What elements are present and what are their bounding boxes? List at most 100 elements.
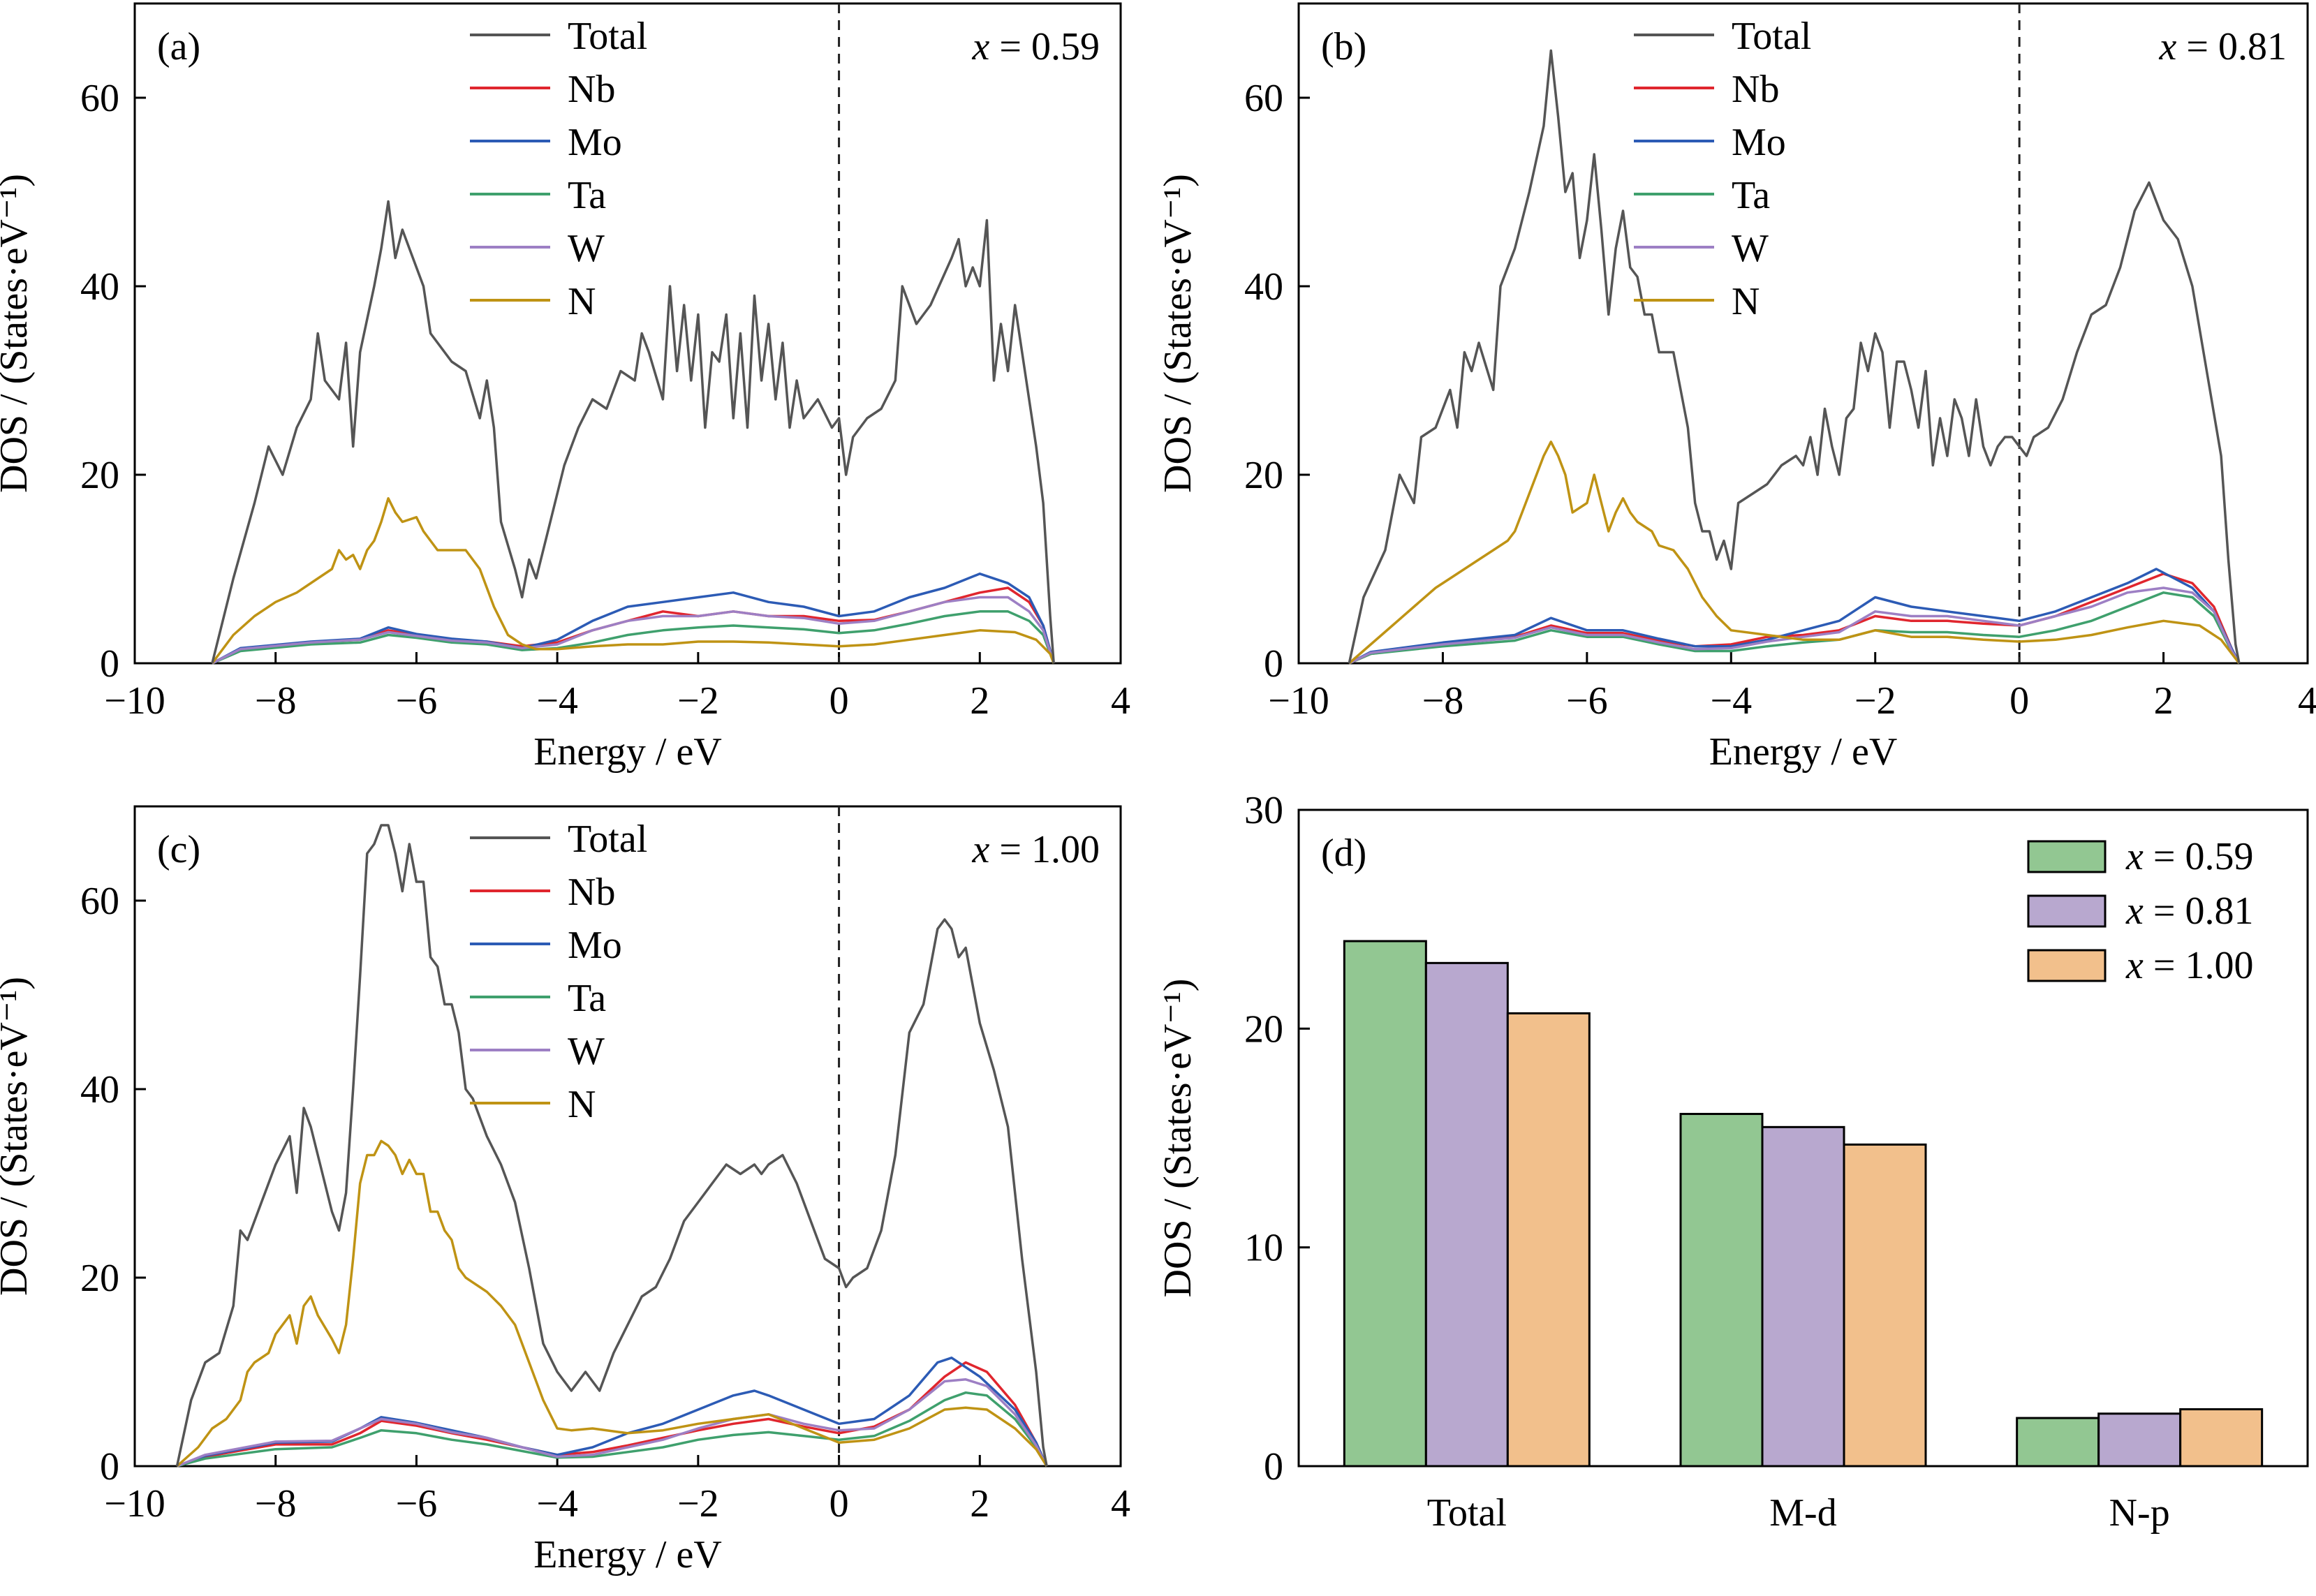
legend-label-n: N (1732, 280, 1760, 323)
bar-n-p-0 (2016, 1417, 2100, 1468)
annotation-variable: x (972, 828, 990, 871)
bar-m-d-0 (1679, 1113, 1764, 1468)
panel-label: (b) (1321, 25, 1366, 68)
series-line-w (176, 1378, 1048, 1468)
legend-label-w: W (1732, 227, 1769, 270)
series-line-n (211, 497, 1055, 665)
x-axis-title: Energy / eV (533, 1533, 722, 1576)
x-tick-label: −4 (1710, 679, 1752, 723)
legend-label-0: x = 0.59 (2125, 835, 2253, 878)
y-axis-title: DOS / (States·eV⁻¹) (0, 174, 36, 493)
y-tick-label: 60 (1244, 77, 1283, 120)
bar-n-p-1 (2097, 1412, 2182, 1468)
bar-m-d-1 (1761, 1125, 1845, 1468)
legend-label-total: Total (1732, 15, 1811, 58)
legend-label-ta: Ta (568, 174, 606, 217)
x-tick-label: −10 (1268, 679, 1329, 723)
annotation-variable: x (972, 25, 990, 68)
annotation-variable: x (2159, 25, 2177, 68)
legend-variable: x (2125, 944, 2144, 987)
legend-label-ta: Ta (1732, 174, 1770, 217)
series-line-mo (1348, 568, 2241, 665)
x-tick-label: 4 (2298, 679, 2316, 723)
plot-frame (133, 805, 1122, 1468)
series-line-ta (1348, 591, 2241, 665)
bar-m-d-2 (1843, 1143, 1927, 1468)
legend-value: = 0.81 (2144, 889, 2254, 933)
legend-label-nb: Nb (1732, 68, 1779, 111)
legend-swatch-2 (2027, 949, 2107, 982)
legend-value: = 0.59 (2144, 835, 2254, 878)
legend-label-nb: Nb (568, 871, 615, 914)
y-tick-label: 10 (1244, 1227, 1283, 1270)
y-tick-label: 0 (100, 1445, 119, 1488)
x-tick-label: 2 (970, 1482, 989, 1525)
legend-label-mo: Mo (1732, 121, 1786, 164)
legend-label-2: x = 1.00 (2125, 944, 2253, 987)
legend-label-w: W (568, 1030, 605, 1073)
panel-label: (c) (157, 828, 200, 871)
x-tick-label: −2 (677, 1482, 719, 1525)
series-line-total (1348, 49, 2241, 664)
y-tick-label: 0 (1264, 642, 1283, 686)
series-line-w (1348, 586, 2241, 665)
series-line-nb (212, 586, 1055, 665)
panel-label: (a) (157, 25, 200, 68)
y-tick-label: 40 (1244, 265, 1283, 309)
x-tick-label: −8 (255, 1482, 297, 1525)
y-tick-label: 20 (1244, 1007, 1283, 1051)
legend-value: = 1.00 (2144, 944, 2254, 987)
bar-total-0 (1343, 940, 1427, 1468)
x-tick-label: −10 (104, 1482, 165, 1525)
x-axis-title: Energy / eV (533, 730, 722, 774)
y-tick-label: 0 (1264, 1445, 1283, 1488)
x-tick-label: −6 (396, 1482, 438, 1525)
y-tick-label: 60 (80, 880, 119, 923)
x-tick-label: 2 (970, 679, 989, 723)
x-tick-label: −10 (104, 679, 165, 723)
x-tick-label: −8 (255, 679, 297, 723)
x-tick-label: −4 (536, 679, 578, 723)
legend-label-n: N (568, 1083, 596, 1126)
x-category-label: N-p (2109, 1491, 2170, 1535)
legend-swatch-0 (2027, 840, 2107, 873)
series-line-ta (212, 610, 1055, 665)
series-line-nb (176, 1361, 1048, 1468)
y-tick-label: 0 (100, 642, 119, 686)
x-tick-label: −8 (1422, 679, 1464, 723)
legend-label-total: Total (568, 15, 647, 58)
x-tick-label: −6 (1566, 679, 1608, 723)
legend-label-w: W (568, 227, 605, 270)
x-tick-label: −4 (536, 1482, 578, 1525)
y-tick-label: 40 (80, 265, 119, 309)
legend-variable: x (2125, 889, 2144, 933)
legend-label-mo: Mo (568, 924, 622, 967)
legend-label-n: N (568, 280, 596, 323)
x-axis-title: Energy / eV (1709, 730, 1898, 774)
annotation-value: = 0.81 (2176, 25, 2287, 68)
y-axis-title: DOS / (States·eV⁻¹) (1156, 979, 1200, 1298)
series-line-n (1348, 441, 2241, 665)
annotation-value: = 1.00 (989, 828, 1100, 871)
annotation-value: = 0.59 (989, 25, 1100, 68)
legend-swatch-1 (2027, 894, 2107, 928)
series-line-mo (212, 572, 1055, 665)
x-tick-label: 4 (1111, 1482, 1130, 1525)
x-tick-label: 2 (2154, 679, 2174, 723)
legend-label-total: Total (568, 818, 647, 861)
series-line-nb (1348, 572, 2241, 665)
plot-frame (1297, 2, 2309, 665)
legend-label-mo: Mo (568, 121, 622, 164)
bar-n-p-2 (2179, 1408, 2264, 1468)
legend-label-1: x = 0.81 (2125, 889, 2253, 933)
x-tick-label: 0 (2009, 679, 2029, 723)
y-tick-label: 20 (80, 1257, 119, 1300)
y-tick-label: 40 (80, 1068, 119, 1111)
y-axis-title: DOS / (States·eV⁻¹) (1156, 174, 1200, 493)
panel-d: 0 10 20 30 DOS / (States·eV⁻¹) (d) Total M-d N-p… (1156, 789, 2309, 1535)
x-tick-label: 0 (829, 1482, 849, 1525)
x-category-label: M-d (1769, 1491, 1836, 1535)
panel-label: (d) (1321, 832, 1366, 875)
